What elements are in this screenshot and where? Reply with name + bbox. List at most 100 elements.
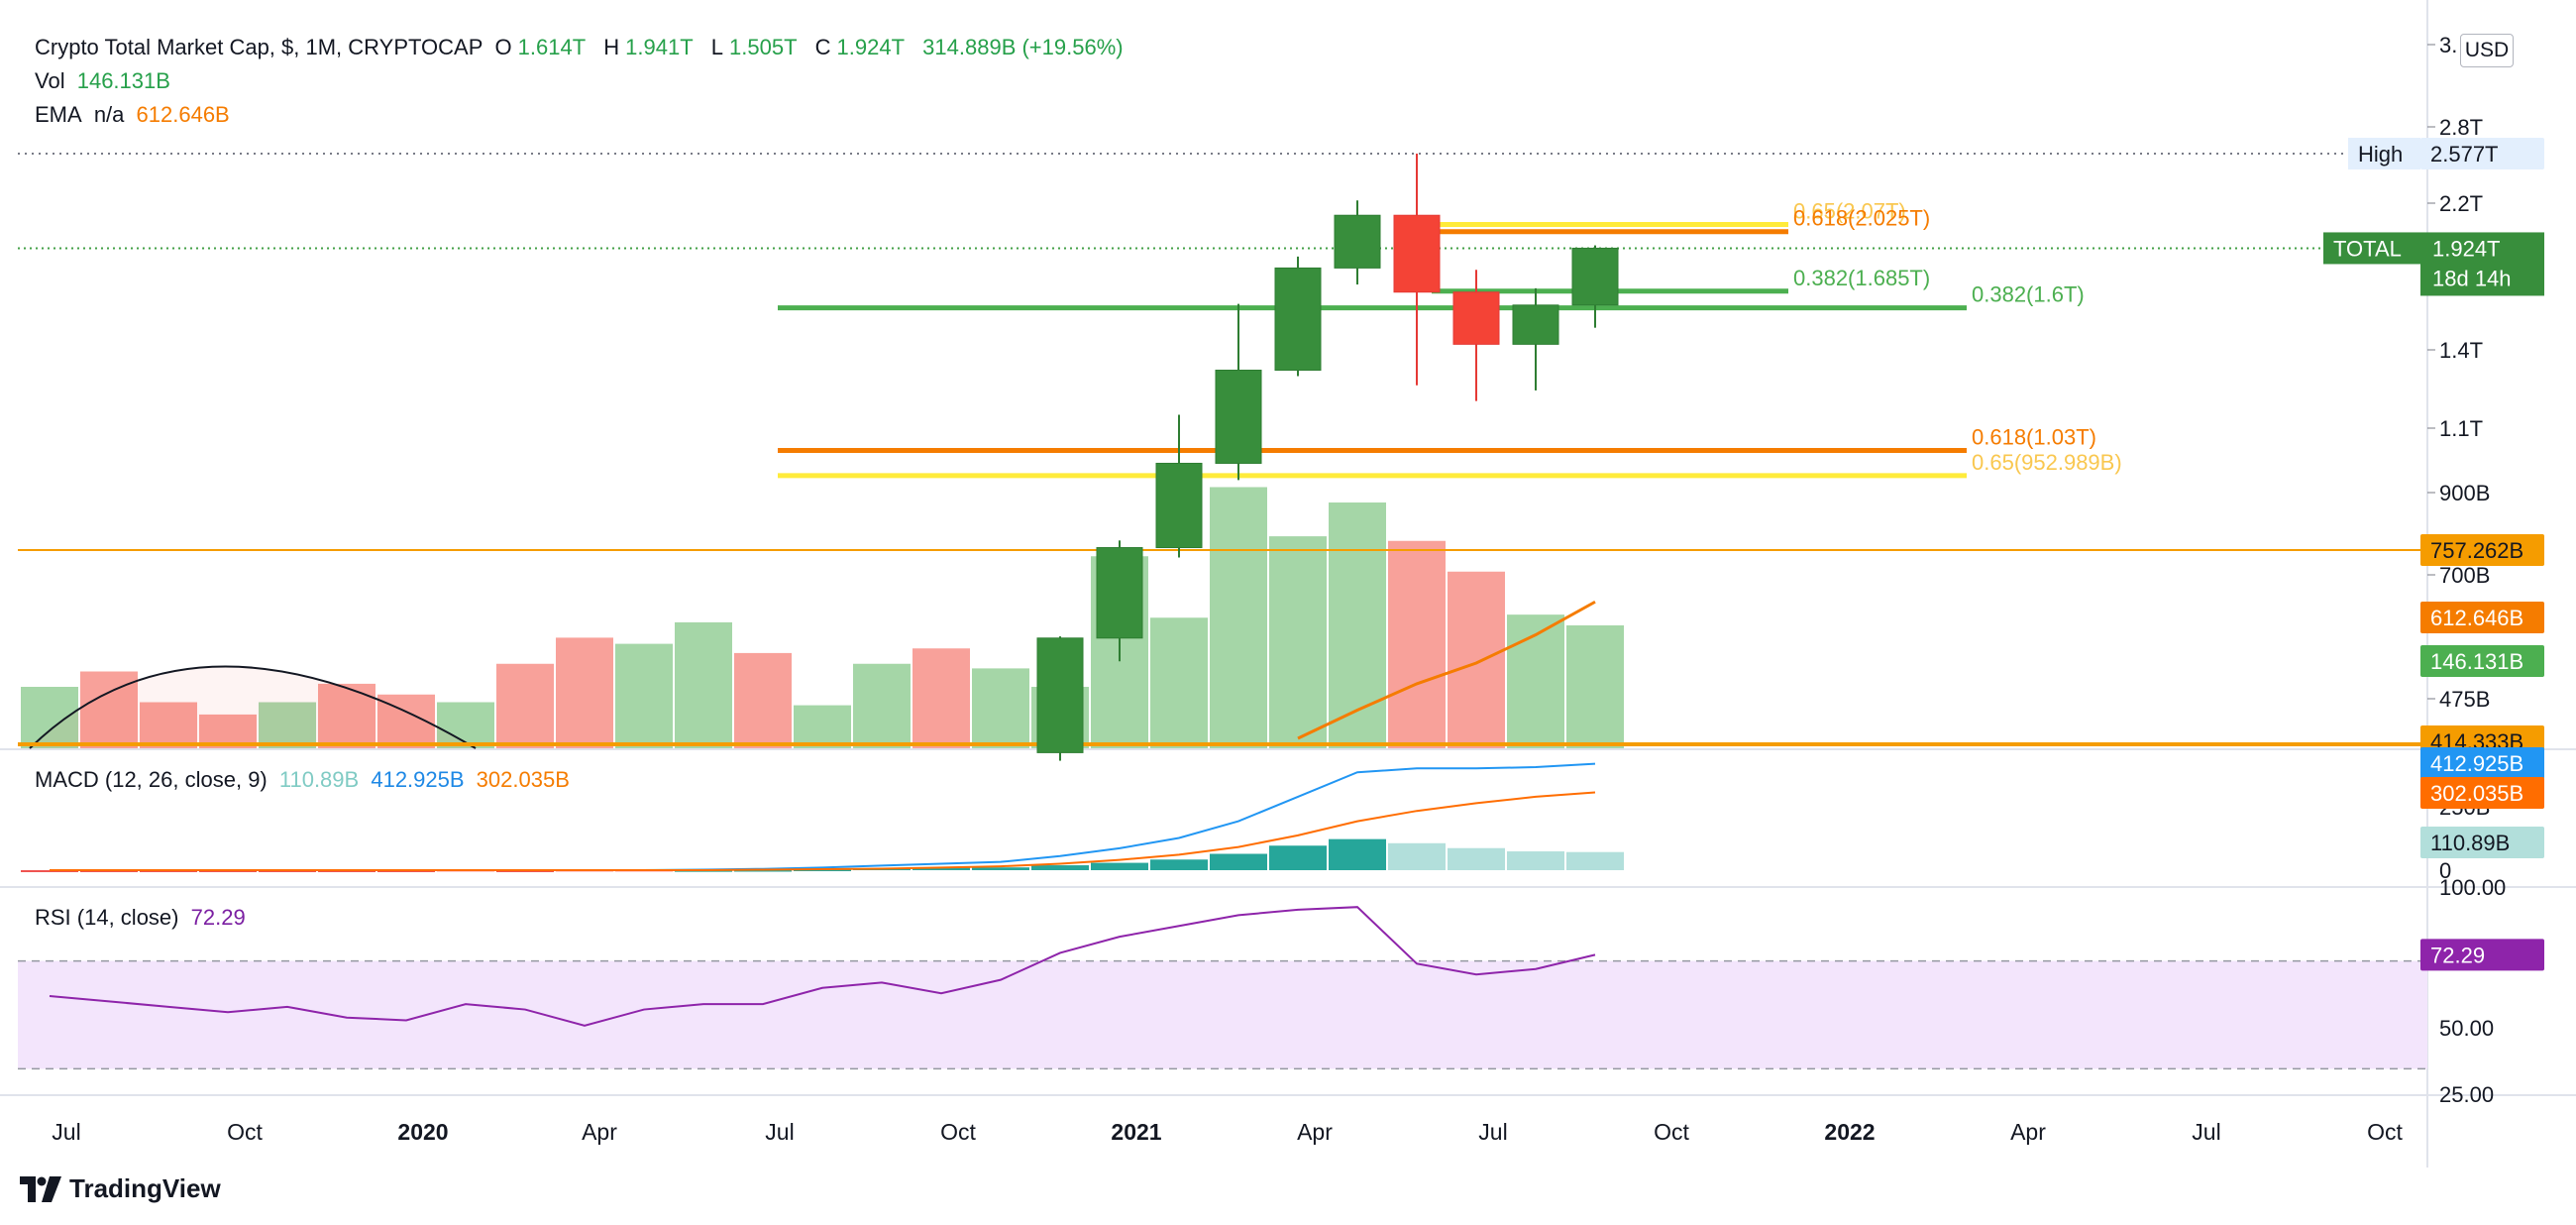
candle-body	[1155, 462, 1203, 549]
signal-badge-bg	[2420, 777, 2544, 809]
high-value: 1.941T	[625, 35, 694, 59]
rsi-badge: 72.29	[2430, 943, 2485, 967]
macd-signal-line	[50, 791, 1596, 871]
time-axis-label: Jul	[1478, 1119, 1507, 1145]
macd-badge-bg	[2420, 747, 2544, 779]
fib-level-label: 0.382(1.6T)	[1972, 282, 2085, 307]
volume-bar	[1269, 536, 1327, 748]
time-axis-label: Oct	[227, 1119, 263, 1145]
countdown-badge: 18d 14h	[2432, 266, 2512, 290]
tradingview-logo-icon	[20, 1175, 61, 1202]
volume-bar	[1329, 502, 1386, 748]
ema-value: 612.646B	[136, 102, 230, 127]
macd-signal-value: 302.035B	[476, 767, 570, 792]
hist-badge-bg	[2420, 827, 2544, 858]
volume-legend: Vol 146.131B	[35, 67, 176, 95]
last-price-badge-bg	[2420, 232, 2544, 296]
macd-histogram-bar	[972, 867, 1029, 870]
open-label: O	[494, 35, 512, 59]
price-tick-label: 900B	[2439, 481, 2490, 505]
price-tick-label: 700B	[2439, 563, 2490, 588]
high-label: High	[2358, 142, 2403, 167]
fib-level-label: 0.65(952.989B)	[1972, 450, 2122, 475]
volume-bar	[1507, 614, 1564, 748]
candle-body	[1036, 637, 1084, 753]
volume-bar	[912, 648, 970, 748]
hist-badge: 110.89B	[2430, 831, 2510, 855]
price-tick-label: 1.1T	[2439, 416, 2483, 441]
time-axis-label: Oct	[2367, 1119, 2403, 1145]
low-value: 1.505T	[729, 35, 798, 59]
volume-bar	[675, 621, 732, 748]
rsi-axis-tick: 100.00	[2439, 875, 2506, 900]
time-axis-label: 2021	[1111, 1119, 1161, 1145]
last-price-badge: 1.924T	[2432, 236, 2501, 261]
volume-bar	[734, 652, 792, 748]
time-axis-label: 2020	[397, 1119, 448, 1145]
candle-body	[1215, 370, 1262, 464]
change-value: 314.889B (+19.56%)	[922, 35, 1124, 59]
macd-title: MACD (12, 26, close, 9)	[35, 767, 268, 792]
line-757-badge-bg	[2420, 534, 2544, 566]
rsi-badge-bg	[2420, 939, 2544, 971]
macd-histogram-bar	[1269, 845, 1327, 870]
fib-level-label: 0.618(2.025T)	[1793, 206, 1930, 231]
candle-body	[1393, 214, 1441, 293]
macd-histogram-bar	[1150, 859, 1208, 870]
fib-level-label: 0.382(1.685T)	[1793, 266, 1930, 290]
brand-name: TradingView	[69, 1173, 221, 1203]
ema-na: n/a	[93, 102, 125, 127]
high-value-badge-bg	[2420, 138, 2544, 169]
time-axis-label: Jul	[765, 1119, 794, 1145]
symbol-badge: TOTAL	[2333, 236, 2402, 261]
macd-histogram-bar	[1329, 838, 1386, 870]
time-axis-label: Oct	[1654, 1119, 1689, 1145]
time-axis-label: Apr	[582, 1119, 617, 1145]
volume-label: Vol	[35, 68, 65, 93]
volume-bar	[1210, 487, 1267, 748]
high-value-badge: 2.577T	[2430, 142, 2499, 167]
candle-body	[1512, 304, 1559, 345]
macd-value: 412.925B	[371, 767, 465, 792]
macd-histogram-bar	[1448, 847, 1505, 870]
tradingview-brand[interactable]: TradingView	[20, 1173, 221, 1204]
time-axis-label: Apr	[2010, 1119, 2046, 1145]
symbol-badge-bg	[2323, 232, 2420, 265]
candle-body	[1274, 267, 1322, 372]
currency-button[interactable]: USD	[2460, 34, 2514, 67]
high-label: H	[603, 35, 620, 59]
time-axis-label: 2022	[1824, 1119, 1875, 1145]
macd-histogram-bar	[1091, 862, 1148, 870]
macd-badge: 412.925B	[2430, 751, 2523, 776]
rsi-value: 72.29	[190, 905, 246, 930]
price-tick-label: 2.2T	[2439, 191, 2483, 216]
macd-histogram-bar	[1031, 865, 1089, 870]
price-tick-label: 3.	[2439, 33, 2457, 57]
volume-bar	[853, 663, 911, 748]
volume-bar	[615, 643, 673, 748]
macd-legend: MACD (12, 26, close, 9) 110.89B 412.925B…	[35, 766, 576, 794]
rsi-line	[49, 906, 1596, 1027]
volume-badge-bg	[2420, 645, 2544, 677]
rsi-axis-tick: 50.00	[2439, 1016, 2494, 1041]
price-tick-label: 475B	[2439, 687, 2490, 712]
candle-body	[1334, 214, 1381, 269]
macd-histogram-bar	[1210, 853, 1267, 870]
rsi-band	[18, 960, 2427, 1069]
low-label: L	[710, 35, 724, 59]
fib-level-label: 0.65(2.07T)	[1793, 199, 1906, 224]
candle-body	[1571, 247, 1619, 306]
macd-histogram-bar	[1566, 851, 1624, 870]
ema-badge-bg	[2420, 602, 2544, 633]
macd-histogram-bar	[912, 867, 970, 870]
volume-bar	[1150, 617, 1208, 748]
open-value: 1.614T	[517, 35, 587, 59]
volume-badge: 146.131B	[2430, 649, 2523, 674]
volume-bar	[1388, 540, 1446, 748]
fib-level-label: 0.618(1.03T)	[1972, 425, 2096, 450]
macd-axis-tick: 0	[2439, 858, 2451, 883]
macd-histogram-bar	[1507, 851, 1564, 870]
symbol-title: Crypto Total Market Cap, $, 1M, CRYPTOCA…	[35, 35, 483, 59]
main-legend: Crypto Total Market Cap, $, 1M, CRYPTOCA…	[35, 34, 1129, 61]
